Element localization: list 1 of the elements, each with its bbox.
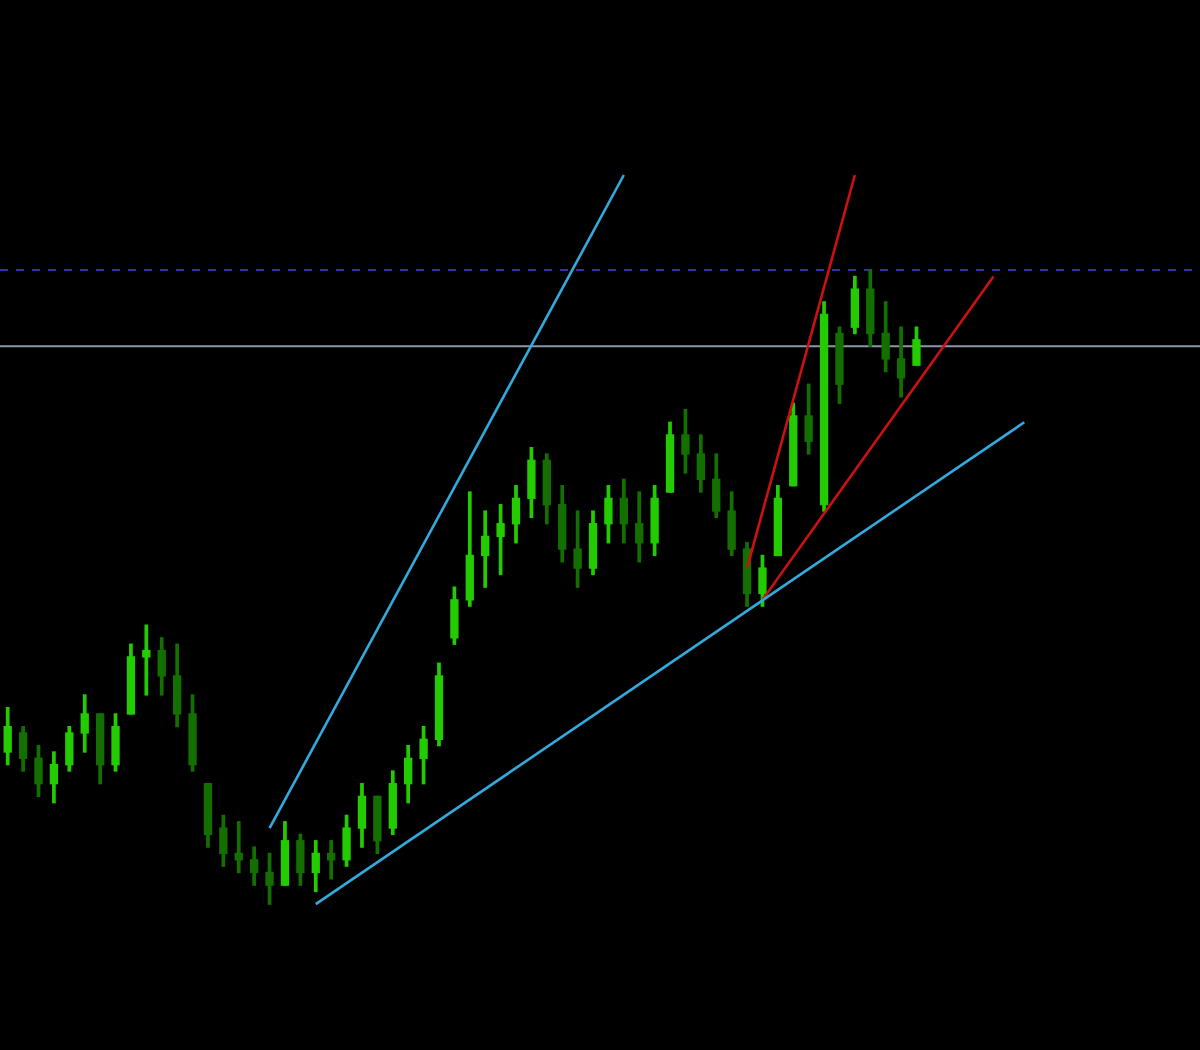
candlestick [142,624,151,696]
